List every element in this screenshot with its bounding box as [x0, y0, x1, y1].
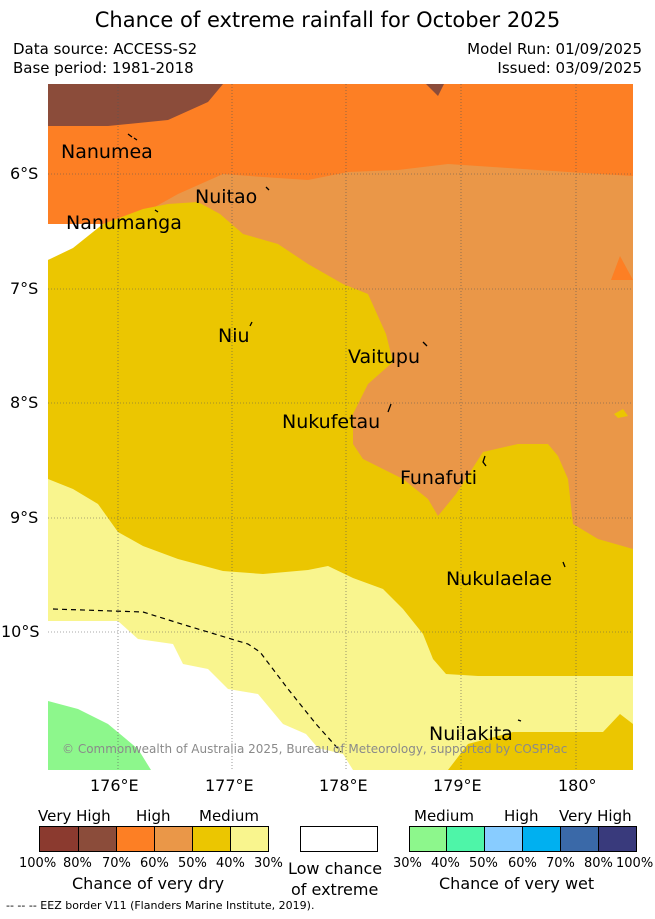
- swatch-wet-60: [522, 826, 561, 852]
- model-run: Model Run: 01/09/2025: [467, 40, 642, 58]
- swatch-dry-50: [192, 826, 231, 852]
- swatch-wet-70: [560, 826, 599, 852]
- place-niu: Niu: [218, 325, 250, 347]
- swatch-dry-60: [154, 826, 193, 852]
- legend-dry-tick-40: 40%: [216, 856, 245, 871]
- place-nukulaelae: Nukulaelae: [446, 568, 552, 590]
- legend-wet-tick-50: 50%: [469, 856, 498, 871]
- lat-label-6s: 6°S: [10, 164, 39, 183]
- legend-dry-caption: Chance of very dry: [72, 874, 225, 893]
- eez-border: [52, 608, 342, 753]
- legend-wet-tick-30: 30%: [393, 856, 422, 871]
- lat-label-10s: 10°S: [1, 622, 40, 641]
- legend-dry-medium: Medium: [199, 807, 259, 825]
- swatch-dry-70: [116, 826, 155, 852]
- swatch-dry-80: [78, 826, 117, 852]
- legend-dry-tick-70: 70%: [102, 856, 131, 871]
- swatch-dry-100: [39, 826, 79, 852]
- place-nuilakita: Nuilakita: [429, 723, 513, 745]
- issued-date: Issued: 03/09/2025: [497, 59, 642, 77]
- map-title: Chance of extreme rainfall for October 2…: [94, 8, 561, 32]
- place-nanumea: Nanumea: [61, 141, 153, 163]
- region-low: [48, 621, 353, 770]
- lat-label-7s: 7°S: [10, 279, 39, 298]
- place-nanumanga: Nanumanga: [66, 212, 182, 234]
- swatch-dry-40: [230, 826, 269, 852]
- swatch-wet-40: [446, 826, 485, 852]
- legend-dry-tick-50: 50%: [178, 856, 207, 871]
- legend-wet-tick-70: 70%: [546, 856, 575, 871]
- legend-wet-medium: Medium: [414, 807, 474, 825]
- region-very-high-80: [48, 84, 223, 126]
- lon-label-180: 180°: [558, 776, 597, 795]
- lon-label-179e: 179°E: [433, 776, 482, 795]
- lon-label-176e: 176°E: [90, 776, 139, 795]
- eez-border-note: -- -- -- EEZ border V11 (Flanders Marine…: [6, 899, 315, 912]
- place-nukufetau: Nukufetau: [282, 411, 380, 433]
- swatch-wet-50: [484, 826, 523, 852]
- legend-dry-high: High: [136, 807, 171, 825]
- legend-dry-tick-100: 100%: [19, 856, 57, 871]
- swatch-low: [300, 826, 378, 852]
- lon-label-178e: 178°E: [319, 776, 368, 795]
- legend-wet-tick-80: 80%: [584, 856, 613, 871]
- lat-label-8s: 8°S: [10, 393, 39, 412]
- legend-low-caption-1: Low chance: [288, 859, 383, 878]
- legend-wet-tick-100: 100%: [616, 856, 654, 871]
- legend-low-caption-2: of extreme: [291, 880, 379, 899]
- region-wet-30: [48, 701, 151, 770]
- legend-wet-very-high: Very High: [559, 807, 632, 825]
- legend-wet-tick-40: 40%: [431, 856, 460, 871]
- place-nuitao: Nuitao: [195, 186, 257, 208]
- legend-wet-caption: Chance of very wet: [439, 874, 595, 893]
- legend-dry-very-high: Very High: [38, 807, 111, 825]
- swatch-wet-80: [598, 826, 637, 852]
- copyright-notice: © Commonwealth of Australia 2025, Bureau…: [62, 742, 568, 756]
- lat-label-9s: 9°S: [10, 508, 39, 527]
- legend-wet-high: High: [504, 807, 539, 825]
- place-vaitupu: Vaitupu: [348, 346, 420, 368]
- legend-dry-tick-60: 60%: [140, 856, 169, 871]
- legend-wet-tick-60: 60%: [508, 856, 537, 871]
- lon-label-177e: 177°E: [205, 776, 254, 795]
- data-source: Data source: ACCESS-S2: [13, 40, 198, 58]
- legend-dry-tick-30: 30%: [254, 856, 283, 871]
- legend-dry-tick-80: 80%: [63, 856, 92, 871]
- base-period: Base period: 1981-2018: [13, 59, 194, 77]
- place-funafuti: Funafuti: [400, 467, 477, 489]
- rainfall-map: Nanumea Nuitao Nanumanga Niu Vaitupu Nuk…: [48, 84, 633, 770]
- swatch-wet-30: [409, 826, 447, 852]
